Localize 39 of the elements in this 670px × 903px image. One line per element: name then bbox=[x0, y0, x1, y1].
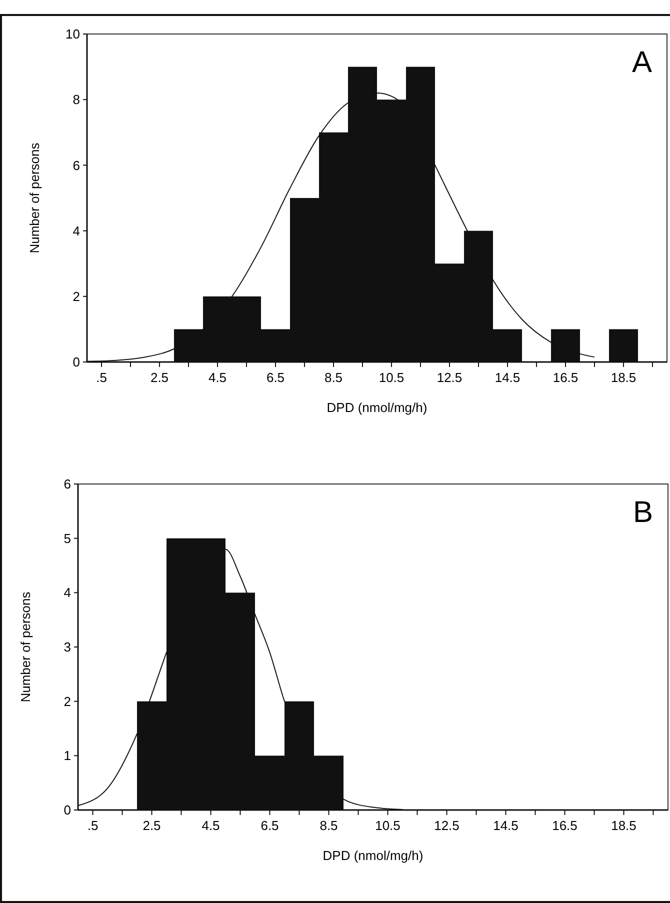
x-tick-label: 16.5 bbox=[552, 370, 578, 385]
x-tick-label: 4.5 bbox=[202, 818, 220, 833]
y-tick-label: 5 bbox=[64, 530, 71, 546]
x-axis-title: DPD (nmol/mg/h) bbox=[322, 848, 424, 863]
x-tick-label: 16.5 bbox=[552, 818, 578, 833]
x-tick-label: 10.5 bbox=[378, 370, 404, 385]
y-tick-label: 0 bbox=[72, 354, 80, 370]
x-tick-label: 18.5 bbox=[610, 370, 636, 385]
x-tick-label: 2.5 bbox=[150, 370, 169, 385]
x-tick-label: 8.5 bbox=[324, 370, 343, 385]
x-tick-label: .5 bbox=[87, 818, 98, 833]
y-axis-title: Number of persons bbox=[27, 142, 42, 254]
y-tick-label: 2 bbox=[64, 694, 71, 709]
y-tick-label: 1 bbox=[64, 748, 71, 764]
y-tick-label: 6 bbox=[64, 476, 71, 492]
x-tick-label: 8.5 bbox=[320, 818, 338, 833]
y-tick-label: 4 bbox=[72, 223, 80, 238]
y-tick-label: 3 bbox=[64, 640, 71, 655]
annotation: A bbox=[632, 46, 652, 79]
y-tick-label: 4 bbox=[64, 585, 71, 600]
x-tick-label: 18.5 bbox=[611, 818, 636, 833]
y-tick-label: 2 bbox=[72, 288, 80, 304]
x-tick-label: 4.5 bbox=[208, 370, 227, 385]
annotation: B bbox=[632, 496, 653, 529]
y-tick-label: 0 bbox=[64, 802, 71, 818]
x-tick-label: 10.5 bbox=[375, 818, 400, 833]
x-tick-label: 14.5 bbox=[493, 818, 518, 833]
x-tick-label: .5 bbox=[96, 370, 107, 385]
y-axis-title: Number of persons bbox=[18, 591, 33, 702]
x-axis-title: DPD (nmol/mg/h) bbox=[326, 400, 428, 415]
y-tick-label: 8 bbox=[72, 92, 80, 108]
x-tick-label: 12.5 bbox=[434, 818, 460, 833]
x-tick-label: 14.5 bbox=[494, 370, 520, 385]
x-tick-label: 6.5 bbox=[266, 370, 285, 385]
x-tick-label: 2.5 bbox=[142, 818, 161, 833]
x-tick-label: 6.5 bbox=[260, 818, 279, 833]
y-tick-label: 10 bbox=[66, 26, 80, 42]
y-tick-label: 6 bbox=[72, 158, 80, 173]
x-tick-label: 12.5 bbox=[436, 370, 462, 385]
